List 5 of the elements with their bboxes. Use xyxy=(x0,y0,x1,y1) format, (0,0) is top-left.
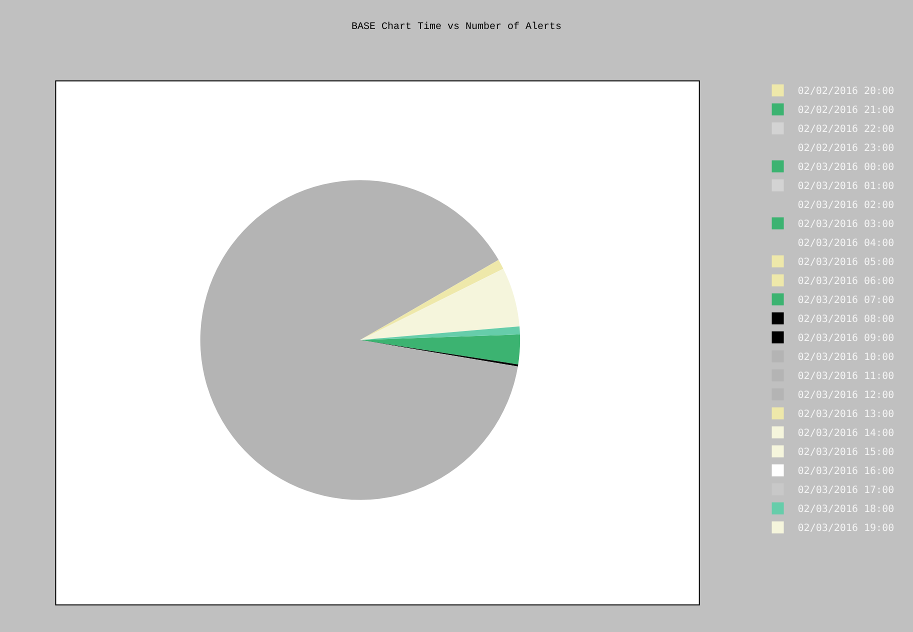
pie-slice xyxy=(200,180,518,500)
pie-slice xyxy=(360,260,504,340)
pie-slice xyxy=(360,334,520,364)
chart-title: BASE Chart Time vs Number of Alerts xyxy=(351,21,562,34)
pie-slice xyxy=(360,268,520,340)
